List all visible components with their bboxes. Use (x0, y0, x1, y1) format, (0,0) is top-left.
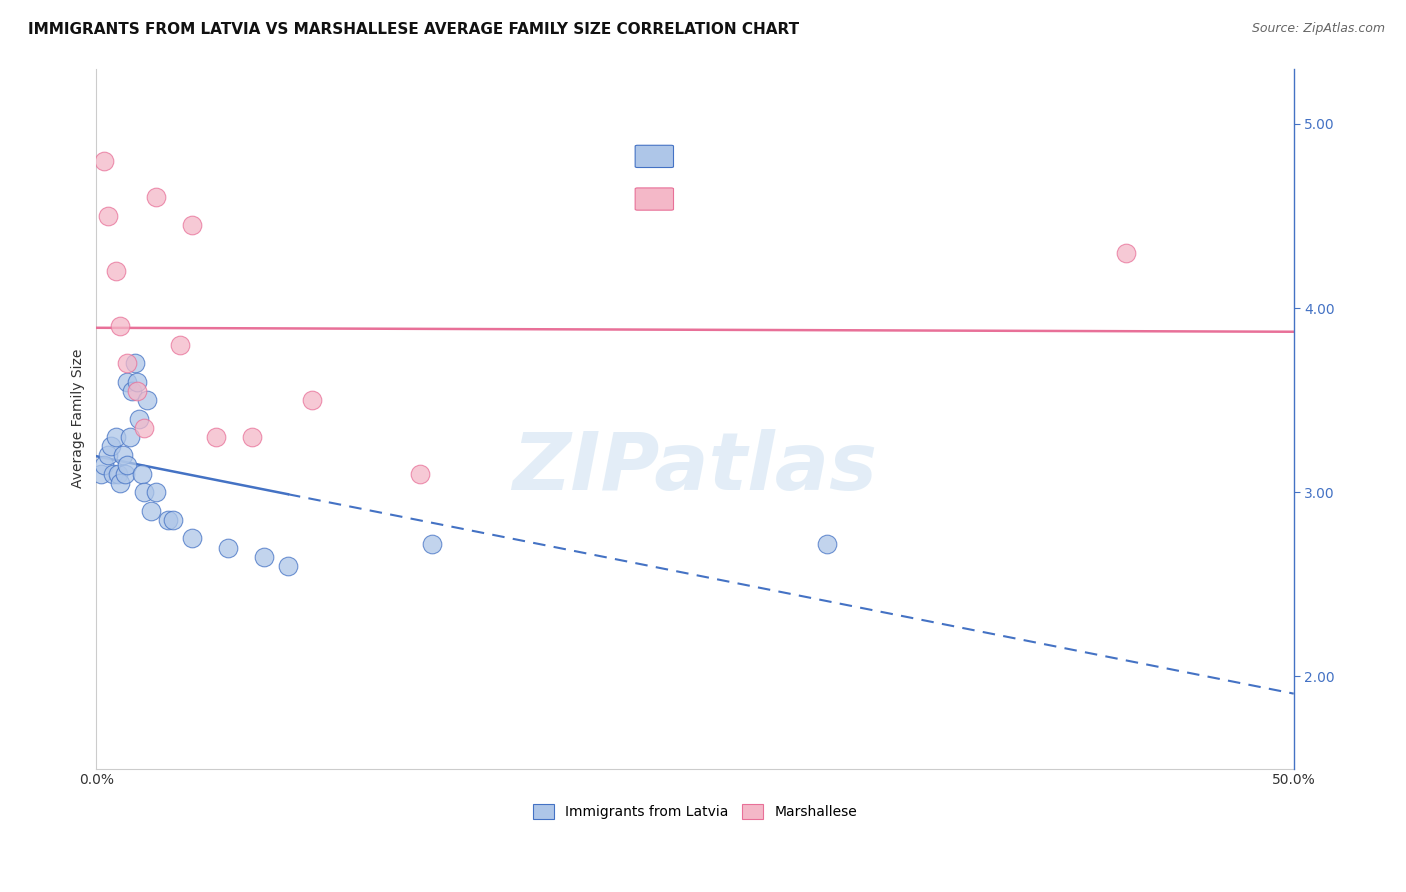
Point (134, 485, 156, 500)
Point (114, 467, 136, 481)
Text: IMMIGRANTS FROM LATVIA VS MARSHALLESE AVERAGE FAMILY SIZE CORRELATION CHART: IMMIGRANTS FROM LATVIA VS MARSHALLESE AV… (28, 22, 799, 37)
Text: Source: ZipAtlas.com: Source: ZipAtlas.com (1251, 22, 1385, 36)
Point (121, 384, 143, 398)
Point (104, 430, 127, 444)
Point (135, 393, 157, 408)
Text: 0.229: 0.229 (724, 192, 770, 207)
Point (134, 421, 156, 435)
Point (97, 449, 120, 463)
Point (205, 430, 228, 444)
Text: ZIPatlas: ZIPatlas (513, 428, 877, 507)
Point (408, 467, 430, 481)
Point (124, 356, 146, 370)
Text: 0.005: 0.005 (724, 149, 770, 164)
Point (97, 209, 120, 223)
Point (145, 190, 167, 204)
Point (181, 218, 204, 232)
Point (107, 467, 129, 481)
Text: R =: R = (683, 192, 714, 207)
FancyBboxPatch shape (623, 126, 873, 222)
Point (90, 467, 112, 481)
Point (277, 558, 299, 573)
Text: N =: N = (779, 149, 811, 164)
Text: 16: 16 (820, 192, 841, 207)
Point (104, 264, 127, 278)
Point (117, 375, 139, 389)
Point (125, 375, 148, 389)
Text: 30: 30 (820, 149, 841, 164)
Point (181, 531, 204, 545)
Point (420, 537, 443, 551)
Point (240, 430, 263, 444)
Point (128, 411, 150, 425)
Point (100, 439, 122, 453)
Y-axis label: Average Family Size: Average Family Size (72, 349, 86, 488)
Point (301, 393, 323, 408)
Point (93, 458, 115, 472)
FancyBboxPatch shape (636, 188, 673, 211)
FancyBboxPatch shape (636, 145, 673, 168)
Point (131, 467, 153, 481)
Point (253, 549, 276, 564)
Point (110, 319, 132, 334)
Point (118, 430, 141, 444)
Point (101, 467, 124, 481)
Point (117, 458, 139, 472)
Point (1115, 245, 1137, 260)
Point (162, 513, 184, 527)
Text: R =: R = (683, 149, 714, 164)
Point (157, 513, 180, 527)
Point (125, 384, 148, 398)
Point (815, 537, 838, 551)
Text: N =: N = (779, 192, 811, 207)
Legend: Immigrants from Latvia, Marshallese: Immigrants from Latvia, Marshallese (527, 798, 862, 825)
Point (169, 338, 191, 352)
Point (93, 153, 115, 168)
Point (145, 485, 167, 500)
Point (111, 449, 134, 463)
Point (217, 541, 239, 555)
Point (117, 356, 139, 370)
Point (141, 504, 163, 518)
Point (110, 476, 132, 491)
